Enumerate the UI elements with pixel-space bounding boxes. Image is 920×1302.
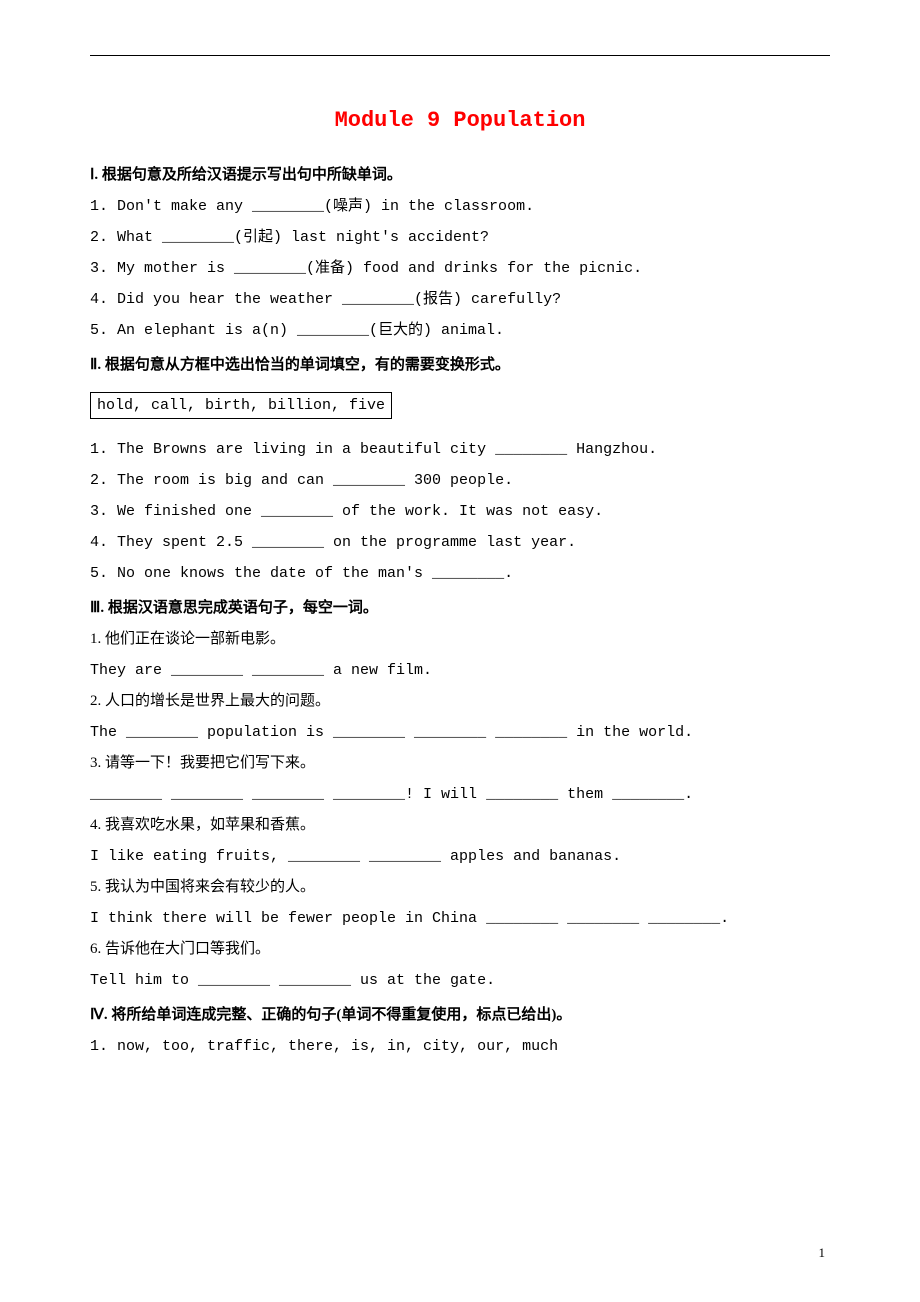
s1-item: 5. An elephant is a(n) ________(巨大的) ani…: [90, 320, 830, 341]
s3-cn: 2. 人口的增长是世界上最大的问题。: [90, 691, 830, 712]
top-rule: [90, 55, 830, 56]
page-number: 1: [819, 1244, 826, 1262]
s3-cn: 5. 我认为中国将来会有较少的人。: [90, 877, 830, 898]
s3-en: They are ________ ________ a new film.: [90, 660, 830, 681]
s2-item: 2. The room is big and can ________ 300 …: [90, 470, 830, 491]
section3-heading: Ⅲ. 根据汉语意思完成英语句子，每空一词。: [90, 598, 830, 619]
s3-en: I like eating fruits, ________ ________ …: [90, 846, 830, 867]
s1-item: 3. My mother is ________(准备) food and dr…: [90, 258, 830, 279]
section2-heading: Ⅱ. 根据句意从方框中选出恰当的单词填空，有的需要变换形式。: [90, 355, 830, 376]
section4-heading: Ⅳ. 将所给单词连成完整、正确的句子(单词不得重复使用，标点已给出)。: [90, 1005, 830, 1026]
s2-item: 4. They spent 2.5 ________ on the progra…: [90, 532, 830, 553]
page-title: Module 9 Population: [90, 106, 830, 137]
s3-en: ________ ________ ________ ________! I w…: [90, 784, 830, 805]
s3-cn: 6. 告诉他在大门口等我们。: [90, 939, 830, 960]
section1-heading: Ⅰ. 根据句意及所给汉语提示写出句中所缺单词。: [90, 165, 830, 186]
s2-item: 5. No one knows the date of the man's __…: [90, 563, 830, 584]
s3-cn: 4. 我喜欢吃水果，如苹果和香蕉。: [90, 815, 830, 836]
s3-cn: 3. 请等一下！我要把它们写下来。: [90, 753, 830, 774]
s1-item: 4. Did you hear the weather ________(报告)…: [90, 289, 830, 310]
s2-item: 3. We finished one ________ of the work.…: [90, 501, 830, 522]
s3-cn: 1. 他们正在谈论一部新电影。: [90, 629, 830, 650]
s2-item: 1. The Browns are living in a beautiful …: [90, 439, 830, 460]
s1-item: 1. Don't make any ________(噪声) in the cl…: [90, 196, 830, 217]
s1-item: 2. What ________(引起) last night's accide…: [90, 227, 830, 248]
s4-item: 1. now, too, traffic, there, is, in, cit…: [90, 1036, 830, 1057]
s3-en: I think there will be fewer people in Ch…: [90, 908, 830, 929]
s3-en: Tell him to ________ ________ us at the …: [90, 970, 830, 991]
word-box: hold, call, birth, billion, five: [90, 392, 392, 419]
s3-en: The ________ population is ________ ____…: [90, 722, 830, 743]
worksheet-page: Module 9 Population Ⅰ. 根据句意及所给汉语提示写出句中所缺…: [0, 0, 920, 1302]
